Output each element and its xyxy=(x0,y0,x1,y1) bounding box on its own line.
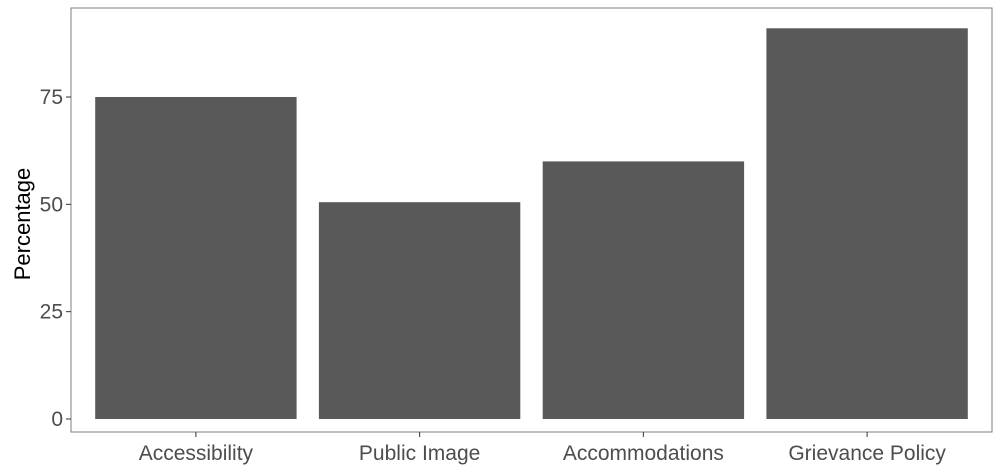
bar-public-image xyxy=(319,202,520,419)
y-tick-label: 50 xyxy=(40,193,63,216)
bar-accessibility xyxy=(95,97,296,419)
bar-grievance-policy xyxy=(766,28,967,419)
x-axis: Accessibility Public Image Accommodations G… xyxy=(139,432,947,465)
y-axis: 0 25 50 75 xyxy=(40,86,71,431)
x-tick-label: Accommodations xyxy=(563,442,724,465)
x-tick-label: Public Image xyxy=(359,442,480,465)
bar-accommodations xyxy=(543,161,744,419)
bars xyxy=(95,28,968,419)
y-tick-label: 75 xyxy=(40,86,63,109)
x-tick-label: Accessibility xyxy=(139,442,254,465)
y-axis-title: Percentage xyxy=(10,168,35,281)
y-tick-label: 0 xyxy=(51,408,63,431)
x-tick-label: Grievance Policy xyxy=(788,442,946,465)
y-tick-label: 25 xyxy=(40,301,63,324)
